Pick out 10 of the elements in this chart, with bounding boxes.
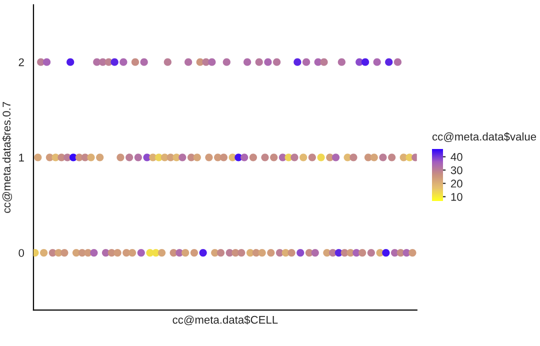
y-axis-title: cc@meta.data$res.0.7 [2,102,12,213]
color-bar-label: 10 [451,192,462,201]
color-bar-label: 20 [451,180,462,188]
color-bar-title: cc@meta.data$value [432,132,536,142]
color-bar-label: 30 [450,166,462,174]
color-bar-label: 40 [450,153,462,161]
y-tick-label: 2 [18,58,24,66]
x-axis-title: cc@meta.data$CELL [172,315,278,326]
y-tick-label: 0 [18,249,24,257]
y-tick-label: 1 [19,154,24,162]
